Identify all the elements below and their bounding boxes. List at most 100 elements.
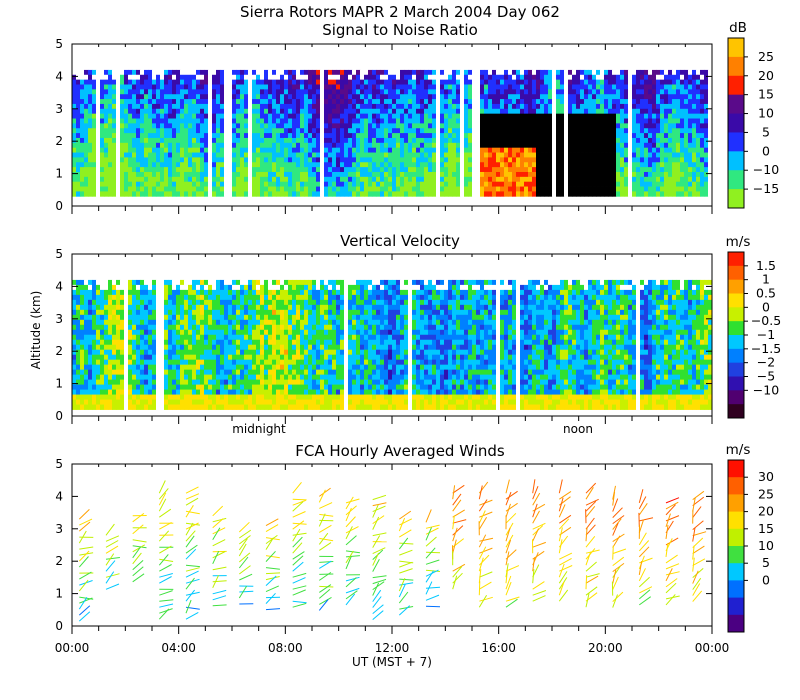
heatmap-cell: [688, 89, 693, 95]
heatmap-cell: [400, 147, 405, 153]
heatmap-cell: [184, 167, 189, 173]
heatmap-cell: [84, 304, 89, 311]
heatmap-cell: [464, 181, 469, 187]
heatmap-cell: [604, 99, 609, 105]
heatmap-cell: [196, 133, 201, 139]
heatmap-cell: [596, 133, 601, 139]
heatmap-cell: [232, 94, 237, 100]
heatmap-cell: [80, 171, 85, 178]
heatmap-cell: [392, 137, 397, 144]
heatmap-cell: [312, 186, 317, 192]
heatmap-cell: [120, 359, 125, 366]
heatmap-cell: [668, 113, 673, 119]
heatmap-cell: [200, 147, 205, 153]
heatmap-cell: [184, 137, 189, 144]
heatmap-cell: [456, 99, 461, 105]
heatmap-cell: [400, 99, 405, 105]
heatmap-cell: [192, 186, 197, 192]
heatmap-cell: [256, 167, 261, 173]
heatmap-cell: [224, 113, 229, 119]
heatmap-cell: [524, 103, 529, 110]
heatmap-cell: [456, 142, 461, 149]
heatmap-cell: [704, 103, 709, 110]
heatmap-cell: [312, 99, 317, 105]
heatmap-cell: [168, 404, 173, 410]
heatmap-cell: [436, 118, 441, 124]
heatmap-cell: [332, 74, 337, 81]
heatmap-cell: [516, 89, 521, 95]
heatmap-cell: [556, 186, 561, 192]
heatmap-cell: [80, 294, 85, 301]
heatmap-cell: [660, 152, 665, 158]
heatmap-cell: [156, 147, 161, 153]
heatmap-cell: [508, 123, 513, 129]
heatmap-cell: [536, 162, 541, 168]
heatmap-cell: [572, 162, 577, 168]
heatmap-cell: [168, 89, 173, 95]
heatmap-cell: [340, 142, 345, 149]
heatmap-cell: [152, 399, 157, 405]
heatmap-cell: [348, 84, 353, 90]
heatmap-cell: [684, 123, 689, 129]
heatmap-cell: [240, 103, 245, 110]
heatmap-cell: [528, 74, 533, 81]
heatmap-cell: [696, 167, 701, 173]
heatmap-cell: [692, 89, 697, 95]
heatmap-cell: [472, 167, 477, 173]
heatmap-cell: [224, 74, 229, 81]
heatmap-cell: [580, 142, 585, 149]
heatmap-cell: [80, 74, 85, 81]
heatmap-cell: [140, 191, 145, 197]
heatmap-cell: [532, 137, 537, 144]
heatmap-cell: [292, 118, 297, 124]
heatmap-cell: [636, 147, 641, 153]
heatmap-cell: [104, 128, 109, 134]
heatmap-cell: [300, 74, 305, 81]
heatmap-cell: [284, 147, 289, 153]
heatmap-cell: [108, 339, 113, 346]
heatmap-cell: [560, 113, 565, 119]
heatmap-cell: [312, 152, 317, 158]
heatmap-cell: [524, 167, 529, 173]
heatmap-cell: [640, 108, 645, 115]
heatmap-cell: [116, 299, 121, 306]
heatmap-cell: [84, 89, 89, 95]
heatmap-cell: [652, 99, 657, 105]
heatmap-cell: [232, 167, 237, 173]
heatmap-cell: [368, 176, 373, 183]
heatmap-cell: [388, 142, 393, 149]
heatmap-cell: [632, 171, 637, 178]
heatmap-cell: [240, 133, 245, 139]
heatmap-cell: [160, 364, 165, 371]
heatmap-cell: [164, 94, 169, 100]
heatmap-cell: [128, 349, 133, 356]
heatmap-cell: [164, 354, 169, 361]
heatmap-cell: [424, 162, 429, 168]
heatmap-cell: [96, 324, 101, 331]
heatmap-cell: [244, 137, 249, 144]
heatmap-cell: [228, 181, 233, 187]
heatmap-cell: [216, 89, 221, 95]
heatmap-cell: [384, 133, 389, 139]
heatmap-cell: [136, 314, 141, 321]
heatmap-cell: [452, 167, 457, 173]
heatmap-cell: [364, 89, 369, 95]
heatmap-cell: [140, 176, 145, 183]
heatmap-cell: [96, 84, 101, 90]
heatmap-cell: [532, 142, 537, 149]
heatmap-cell: [320, 89, 325, 95]
heatmap-cell: [168, 344, 173, 351]
heatmap-cell: [88, 299, 93, 306]
heatmap-cell: [696, 137, 701, 144]
heatmap-cell: [204, 123, 209, 129]
heatmap-cell: [296, 133, 301, 139]
heatmap-cell: [300, 79, 305, 85]
heatmap-cell: [220, 181, 225, 187]
heatmap-cell: [572, 128, 577, 134]
heatmap-cell: [548, 103, 553, 110]
heatmap-cell: [624, 123, 629, 129]
heatmap-cell: [164, 314, 169, 321]
heatmap-cell: [480, 137, 485, 144]
heatmap-cell: [88, 108, 93, 115]
heatmap-cell: [184, 171, 189, 178]
